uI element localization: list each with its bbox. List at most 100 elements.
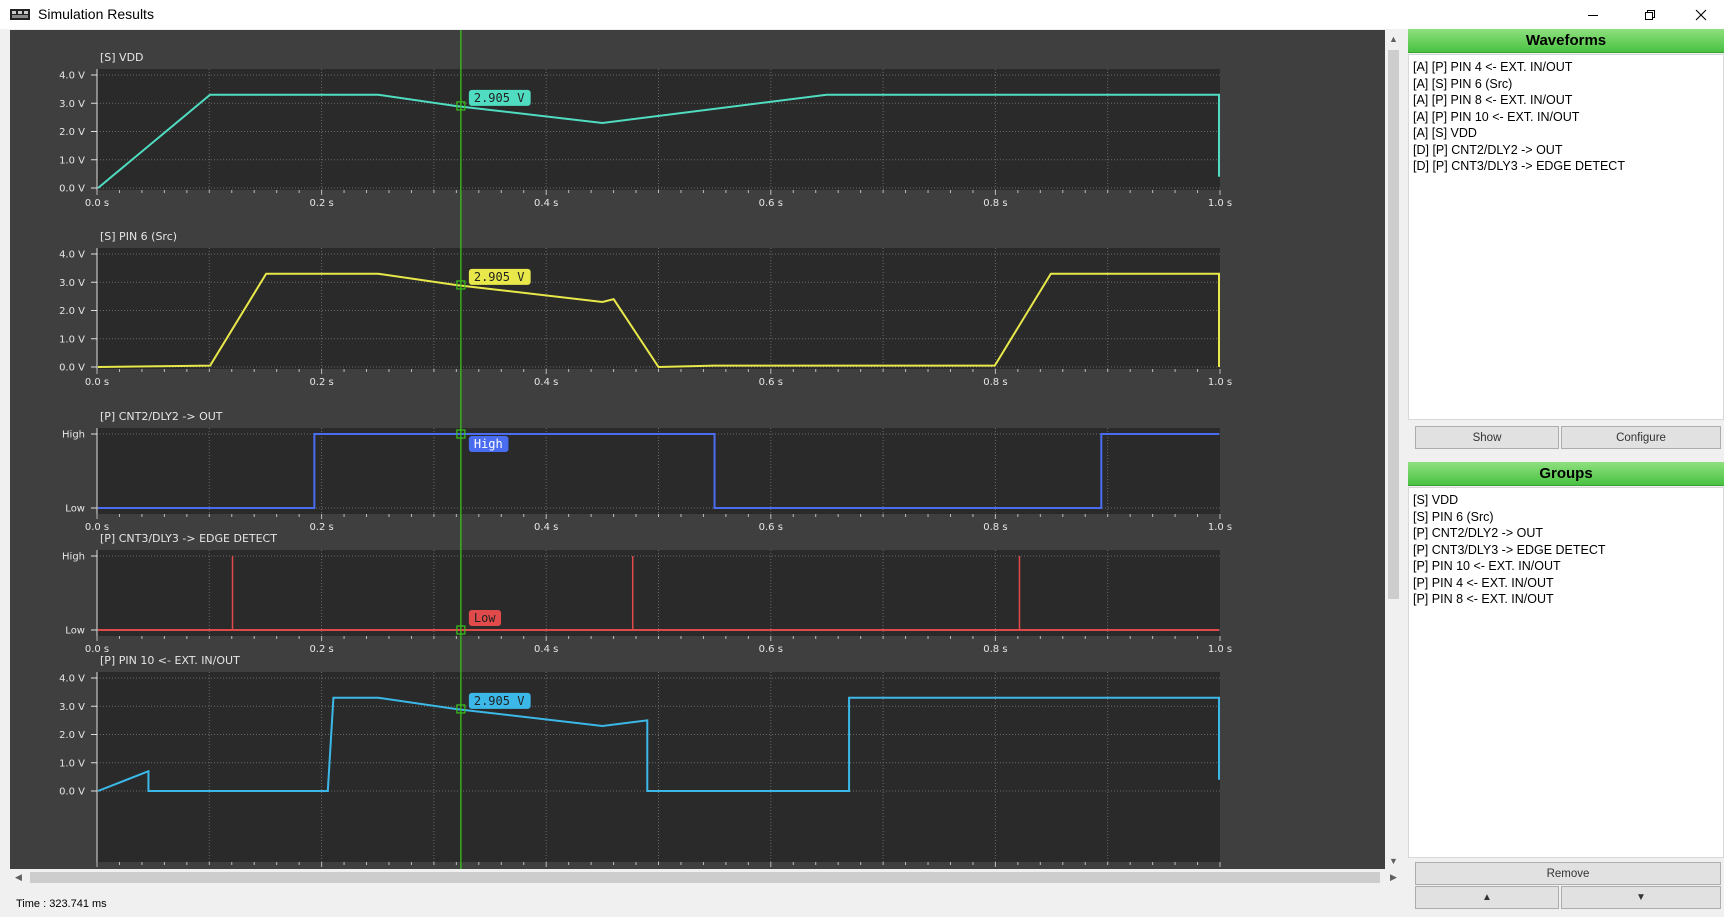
y-tick-label: 0.0 V xyxy=(59,184,85,195)
scroll-up-button[interactable]: ▲ xyxy=(1389,33,1398,44)
show-button[interactable]: Show xyxy=(1415,426,1559,449)
group-list-item[interactable]: [P] PIN 4 <- EXT. IN/OUT xyxy=(1413,575,1554,590)
waveform-list-item[interactable]: [D] [P] CNT3/DLY3 -> EDGE DETECT xyxy=(1413,159,1625,173)
waveforms-list[interactable]: [A] [P] PIN 4 <- EXT. IN/OUT [A] [S] PIN … xyxy=(1408,54,1724,420)
waveform-trace xyxy=(97,93,1220,189)
group-list-item[interactable]: [S] VDD xyxy=(1413,493,1459,507)
x-tick-label: 0.4 s xyxy=(534,198,558,209)
vertical-scrollbar[interactable]: ▲ ▼ xyxy=(1385,30,1402,869)
y-tick-label: 1.0 V xyxy=(59,334,85,345)
y-tick-label: High xyxy=(62,552,85,563)
status-bar: Time : 323.741 ms xyxy=(0,894,1408,917)
y-tick-label: 2.0 V xyxy=(59,730,85,741)
cursor-value-badge xyxy=(468,268,531,285)
scroll-right-button[interactable]: ▶ xyxy=(1390,872,1397,882)
cursor-value-badge xyxy=(468,89,531,106)
waveform-trace xyxy=(97,696,1220,792)
right-panel: Waveforms [A] [P] PIN 4 <- EXT. IN/OUT [A… xyxy=(1408,29,1724,917)
configure-button[interactable]: Configure xyxy=(1561,426,1721,449)
restore-icon xyxy=(1645,9,1655,20)
window-title: Simulation Results xyxy=(38,6,154,22)
app-icon xyxy=(10,9,30,20)
plot-0: [S] VDD 4.0 V 3.0 V 2.0 V 1.0 V 0.0 V0.0 s 0.2… xyxy=(59,51,1232,209)
plot-title: [P] CNT2/DLY2 -> OUT xyxy=(100,410,223,423)
y-tick-label: 2.0 V xyxy=(59,306,85,317)
x-tick-label: 1.0 s xyxy=(1208,198,1232,209)
cursor-time-label: Time : 323.741 ms xyxy=(16,898,107,910)
scroll-left-button[interactable]: ◀ xyxy=(15,872,22,882)
x-tick-label: 0.0 s xyxy=(85,377,109,388)
y-tick-label: 0.0 V xyxy=(59,787,85,798)
x-tick-label: 0.0 s xyxy=(85,198,109,209)
close-icon xyxy=(1695,9,1707,20)
plot-title: [P] CNT3/DLY3 -> EDGE DETECT xyxy=(100,532,277,545)
graph-background xyxy=(97,672,1220,862)
group-list-item[interactable]: [P] PIN 10 <- EXT. IN/OUT xyxy=(1413,559,1561,573)
y-tick-label: Low xyxy=(65,504,85,515)
minimize-button[interactable] xyxy=(1570,0,1616,29)
y-tick-label: 1.0 V xyxy=(59,155,85,166)
remove-button[interactable]: Remove xyxy=(1415,862,1721,885)
waveform-list-item[interactable]: [A] [S] VDD xyxy=(1413,126,1477,140)
restore-button[interactable] xyxy=(1627,0,1673,29)
x-tick-label: 0.0 s xyxy=(85,644,109,655)
groups-header: Groups xyxy=(1408,462,1724,486)
waveform-list-item[interactable]: [A] [P] PIN 10 <- EXT. IN/OUT xyxy=(1413,109,1580,124)
x-tick-label: 0.2 s xyxy=(309,522,333,533)
scroll-down-button[interactable]: ▼ xyxy=(1389,855,1398,866)
waveform-list-item[interactable]: [A] [P] PIN 8 <- EXT. IN/OUT xyxy=(1413,93,1573,107)
waveform-list-item[interactable]: [A] [S] PIN 6 (Src) xyxy=(1413,76,1513,91)
x-tick-label: 0.0 s xyxy=(85,522,109,533)
minimize-icon xyxy=(1588,14,1598,16)
move-down-button[interactable]: ▼ xyxy=(1561,886,1721,909)
x-tick-label: 1.0 s xyxy=(1208,644,1232,655)
x-tick-label: 0.8 s xyxy=(983,522,1007,533)
x-tick-label: 0.8 s xyxy=(983,377,1007,388)
y-tick-label: 4.0 V xyxy=(59,674,85,685)
cursor-value-label: High xyxy=(474,437,503,451)
plot-area[interactable]: [S] VDD 4.0 V 3.0 V 2.0 V 1.0 V 0.0 V 0.0 s 0.2… xyxy=(10,30,1385,869)
waveform-trace xyxy=(97,272,1220,369)
title-bar: Simulation Results xyxy=(0,0,1724,29)
cursor-value-label: 2.905 V xyxy=(474,91,525,105)
y-tick-label: Low xyxy=(65,626,85,637)
cursor-value-label: Low xyxy=(474,611,496,625)
group-list-item[interactable]: [P] PIN 8 <- EXT. IN/OUT xyxy=(1413,592,1554,606)
group-list-item[interactable]: [S] PIN 6 (Src) xyxy=(1413,509,1494,524)
y-tick-label: 3.0 V xyxy=(59,278,85,289)
x-tick-label: 0.2 s xyxy=(309,644,333,655)
x-tick-label: 0.6 s xyxy=(759,522,783,533)
horizontal-scroll-thumb[interactable] xyxy=(30,872,1380,883)
y-tick-label: 0.0 V xyxy=(59,363,85,374)
x-tick-label: 0.6 s xyxy=(759,644,783,655)
x-tick-label: 0.8 s xyxy=(983,644,1007,655)
x-tick-label: 0.2 s xyxy=(309,198,333,209)
x-tick-label: 0.4 s xyxy=(534,377,558,388)
waveform-list-item[interactable]: [D] [P] CNT2/DLY2 -> OUT xyxy=(1413,142,1563,157)
waveform-list-item[interactable]: [A] [P] PIN 4 <- EXT. IN/OUT xyxy=(1413,60,1573,74)
vertical-scroll-thumb[interactable] xyxy=(1388,50,1399,599)
x-tick-label: 0.4 s xyxy=(534,522,558,533)
group-list-item[interactable]: [P] CNT2/DLY2 -> OUT xyxy=(1413,526,1544,540)
y-tick-label: 4.0 V xyxy=(59,71,85,82)
horizontal-scrollbar[interactable]: ◀ ▶ xyxy=(10,869,1402,886)
x-tick-label: 0.2 s xyxy=(309,377,333,388)
cursor-value-label: 2.905 V xyxy=(474,270,525,284)
y-tick-label: 2.0 V xyxy=(59,127,85,138)
y-tick-label: High xyxy=(62,430,85,441)
waveforms-header: Waveforms xyxy=(1408,29,1724,53)
y-tick-label: 3.0 V xyxy=(59,99,85,110)
group-list-item[interactable]: [P] CNT3/DLY3 -> EDGE DETECT xyxy=(1413,542,1606,557)
cursor-value-badge xyxy=(468,692,531,709)
move-up-button[interactable]: ▲ xyxy=(1415,886,1559,909)
groups-list[interactable]: [S] VDD [S] PIN 6 (Src) [P] CNT2/DLY2 -> O… xyxy=(1408,487,1724,858)
x-tick-label: 0.4 s xyxy=(534,644,558,655)
plot-title: [S] VDD xyxy=(100,51,144,64)
close-button[interactable] xyxy=(1678,0,1724,29)
x-tick-label: 1.0 s xyxy=(1208,522,1232,533)
y-tick-label: 3.0 V xyxy=(59,702,85,713)
cursor-value-badge xyxy=(468,610,502,626)
